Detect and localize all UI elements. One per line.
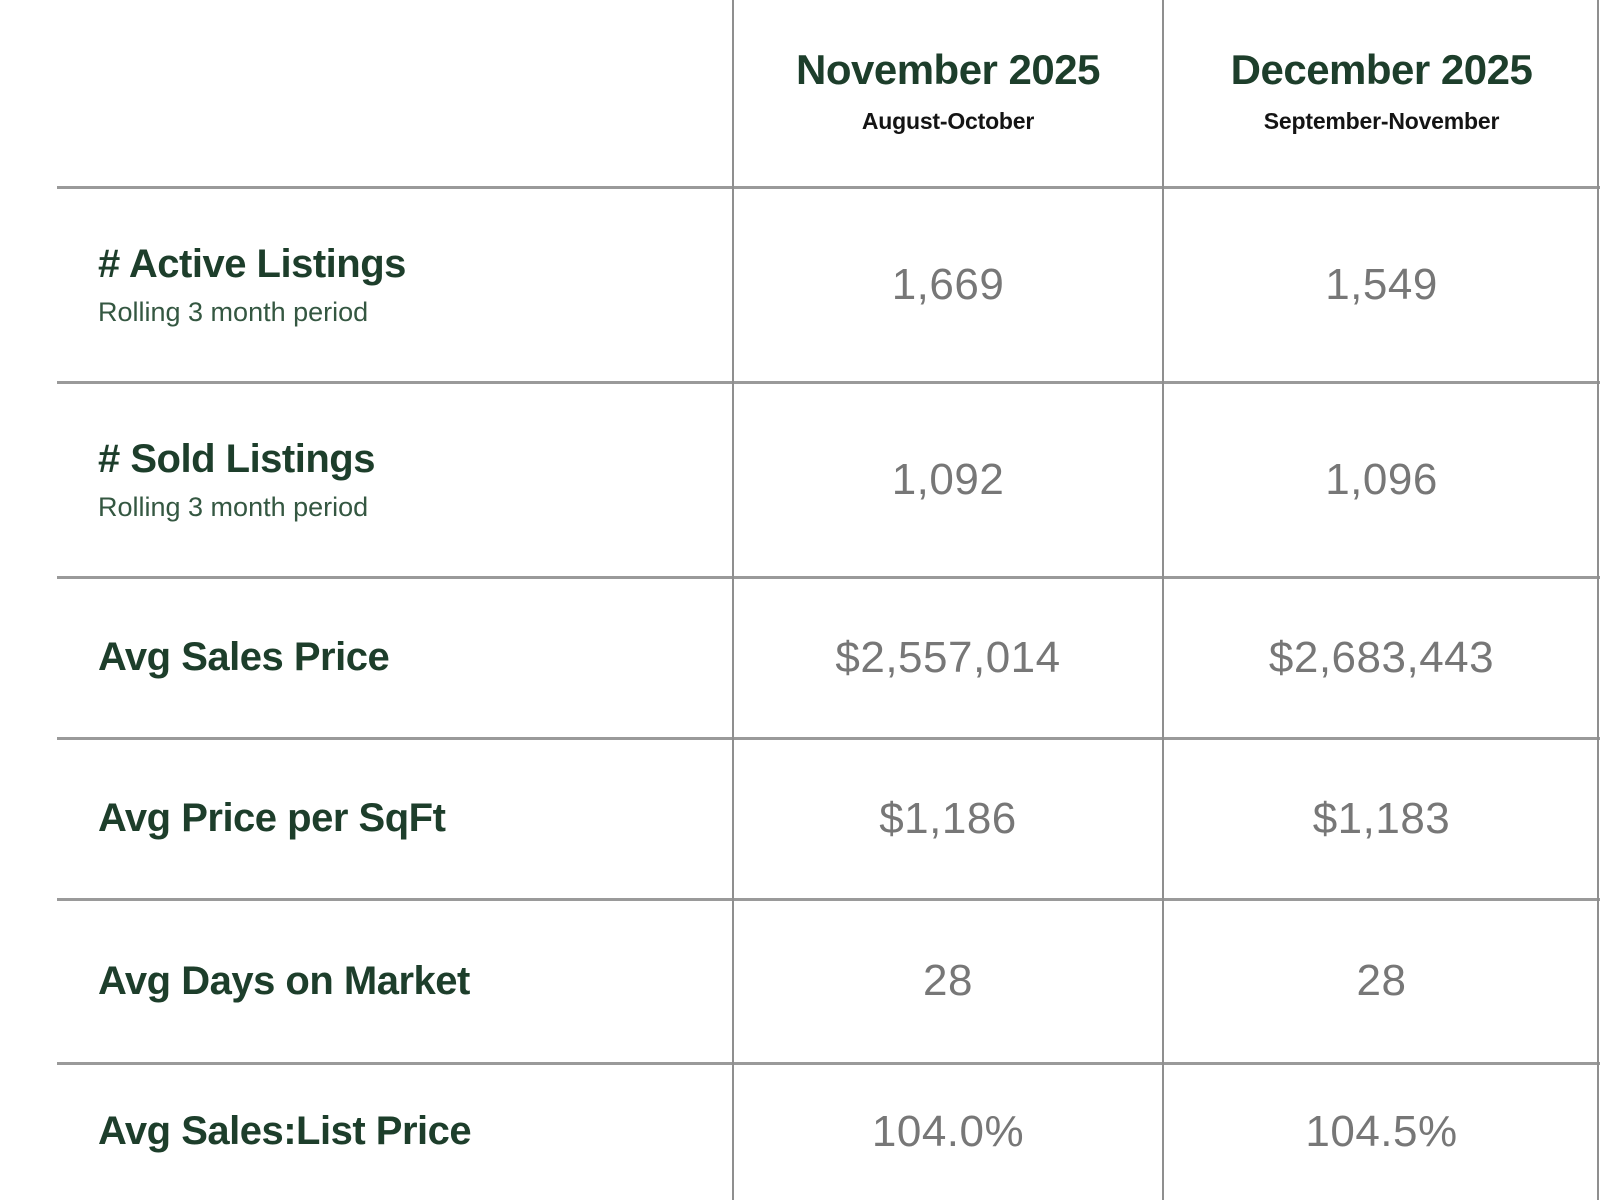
cell-active-listings-dec: 1,549 — [1163, 187, 1600, 382]
cell-avg-sales-list-price-nov: 104.0% — [733, 1063, 1163, 1200]
metric-value: $2,557,014 — [835, 632, 1061, 682]
column-divider — [1162, 0, 1164, 1200]
column-header-december-2025: December 2025 September-November — [1163, 0, 1600, 187]
metric-sublabel: Rolling 3 month period — [98, 296, 369, 327]
row-divider — [57, 1062, 1600, 1065]
cell-avg-sales-list-price-dec: 104.5% — [1163, 1063, 1600, 1200]
column-header-november-2025: November 2025 August-October — [733, 0, 1163, 187]
row-divider — [57, 898, 1600, 901]
metric-label: Avg Days on Market — [98, 958, 470, 1003]
row-divider — [57, 381, 1600, 384]
row-divider — [57, 737, 1600, 740]
metric-sublabel: Rolling 3 month period — [98, 491, 369, 522]
metric-label: Avg Sales:List Price — [98, 1109, 472, 1153]
column-divider — [1597, 0, 1599, 1200]
metric-value: 1,549 — [1325, 259, 1438, 309]
metric-value: 1,092 — [891, 454, 1005, 504]
column-subtitle: August-October — [861, 108, 1035, 134]
column-divider — [732, 0, 734, 1200]
metric-label: # Sold Listings — [98, 436, 375, 481]
cell-avg-sales-price-dec: $2,683,443 — [1163, 577, 1600, 738]
row-label-avg-sales-price: Avg Sales Price — [0, 577, 733, 738]
header-spacer-cell — [0, 0, 733, 187]
metric-value: 28 — [1356, 956, 1407, 1005]
row-label-active-listings: # Active Listings Rolling 3 month period — [0, 187, 733, 382]
metric-value: 1,096 — [1325, 454, 1438, 504]
column-title: December 2025 — [1230, 46, 1533, 93]
row-divider — [57, 576, 1600, 579]
cell-sold-listings-nov: 1,092 — [733, 382, 1163, 577]
metric-value: $1,186 — [879, 793, 1017, 843]
metric-value: 1,669 — [891, 259, 1005, 309]
column-title: November 2025 — [795, 46, 1101, 93]
metric-label: Avg Sales Price — [98, 635, 390, 679]
row-divider — [57, 186, 1600, 189]
cell-active-listings-nov: 1,669 — [733, 187, 1163, 382]
metric-value: 104.5% — [1305, 1106, 1458, 1156]
metric-label: Avg Price per SqFt — [98, 796, 446, 840]
metric-label: # Active Listings — [98, 241, 406, 286]
metric-value: $1,183 — [1312, 793, 1451, 843]
metric-value: 104.0% — [871, 1106, 1025, 1156]
cell-avg-days-on-market-nov: 28 — [733, 899, 1163, 1063]
row-label-sold-listings: # Sold Listings Rolling 3 month period — [0, 382, 733, 577]
cell-avg-price-per-sqft-dec: $1,183 — [1163, 738, 1600, 899]
metric-value: 28 — [923, 956, 973, 1005]
row-label-avg-sales-list-price: Avg Sales:List Price — [0, 1063, 733, 1200]
row-label-avg-price-per-sqft: Avg Price per SqFt — [0, 738, 733, 899]
column-subtitle: September-November — [1263, 108, 1500, 134]
cell-sold-listings-dec: 1,096 — [1163, 382, 1600, 577]
cell-avg-days-on-market-dec: 28 — [1163, 899, 1600, 1063]
row-label-avg-days-on-market: Avg Days on Market — [0, 899, 733, 1063]
cell-avg-price-per-sqft-nov: $1,186 — [733, 738, 1163, 899]
cell-avg-sales-price-nov: $2,557,014 — [733, 577, 1163, 738]
metric-value: $2,683,443 — [1268, 632, 1495, 682]
